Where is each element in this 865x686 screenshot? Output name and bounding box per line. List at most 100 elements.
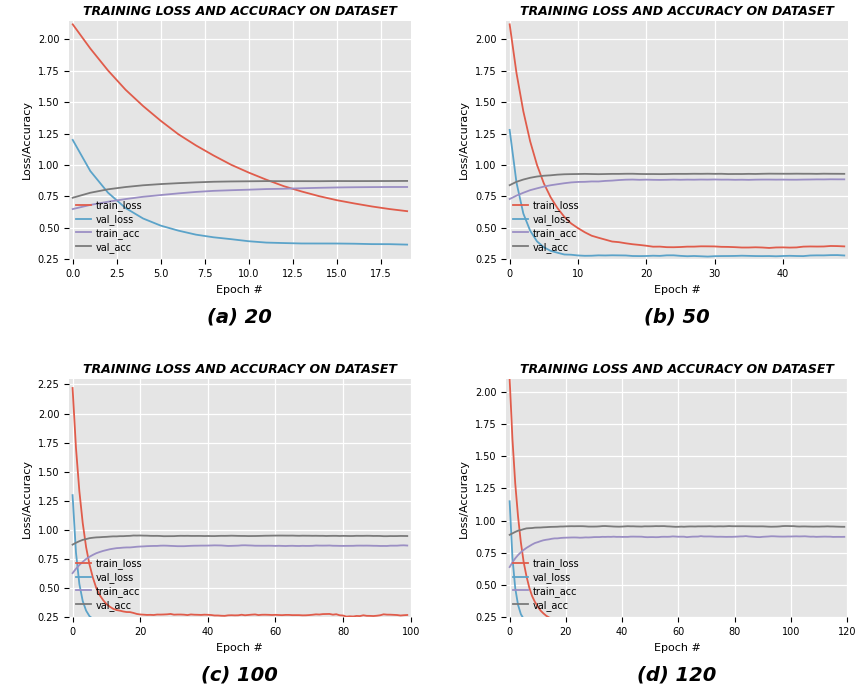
val_loss	[811, 251, 822, 259]
train_acc	[757, 176, 767, 184]
train_loss	[67, 20, 78, 28]
train_acc	[261, 185, 272, 193]
val_loss	[145, 617, 156, 625]
train_loss	[682, 243, 692, 251]
train_acc	[772, 532, 782, 541]
val_loss	[805, 251, 816, 259]
val_loss	[791, 252, 802, 260]
train_loss	[580, 228, 590, 237]
val_loss	[559, 250, 569, 259]
Y-axis label: Loss/Accuracy: Loss/Accuracy	[22, 458, 32, 538]
train_loss	[388, 611, 399, 619]
val_acc	[594, 522, 605, 530]
val_acc	[297, 177, 307, 185]
val_loss	[525, 226, 535, 235]
train_loss	[614, 238, 625, 246]
val_loss	[612, 622, 622, 630]
val_acc	[811, 169, 822, 178]
train_acc	[532, 185, 542, 193]
val_loss	[798, 252, 809, 260]
val_acc	[261, 177, 272, 185]
train_acc	[662, 176, 672, 184]
val_loss	[682, 252, 692, 261]
train_acc	[805, 176, 816, 184]
train_acc	[270, 542, 280, 550]
Y-axis label: Loss/Accuracy: Loss/Accuracy	[459, 458, 470, 538]
val_acc	[191, 178, 202, 187]
train_acc	[702, 176, 713, 184]
val_loss	[785, 252, 795, 260]
train_loss	[839, 617, 849, 626]
val_acc	[818, 169, 829, 178]
train_acc	[173, 189, 183, 198]
train_loss	[511, 69, 522, 78]
train_acc	[778, 176, 788, 184]
val_acc	[648, 170, 658, 178]
train_loss	[805, 242, 816, 250]
val_acc	[825, 169, 836, 178]
val_acc	[757, 169, 767, 178]
train_loss	[131, 610, 142, 618]
train_loss	[839, 242, 849, 250]
train_loss	[297, 187, 307, 196]
train_acc	[349, 183, 360, 191]
train_acc	[518, 189, 529, 197]
val_loss	[504, 126, 515, 134]
val_acc	[402, 532, 413, 540]
train_acc	[825, 175, 836, 183]
val_acc	[314, 177, 324, 185]
train_loss	[641, 241, 651, 250]
Text: (a) 20: (a) 20	[208, 307, 272, 326]
val_loss	[594, 621, 605, 629]
train_loss	[261, 176, 272, 184]
train_acc	[384, 183, 394, 191]
train_loss	[785, 244, 795, 252]
val_loss	[709, 252, 720, 260]
train_loss	[402, 207, 413, 215]
train_loss	[566, 220, 576, 228]
val_acc	[573, 170, 583, 178]
val_acc	[716, 169, 727, 178]
train_acc	[818, 176, 829, 184]
Line: val_acc: val_acc	[73, 536, 407, 545]
val_acc	[243, 532, 253, 540]
val_acc	[832, 169, 843, 178]
train_acc	[620, 176, 631, 184]
val_loss	[593, 251, 604, 259]
val_acc	[532, 172, 542, 180]
train_acc	[156, 191, 166, 199]
train_acc	[730, 176, 740, 184]
val_acc	[552, 171, 562, 179]
val_acc	[586, 170, 597, 178]
Line: val_loss: val_loss	[73, 140, 407, 245]
val_loss	[839, 621, 849, 629]
train_loss	[607, 237, 618, 246]
val_acc	[566, 170, 576, 178]
train_loss	[378, 610, 388, 618]
val_acc	[791, 169, 802, 178]
train_loss	[750, 243, 760, 251]
val_loss	[738, 621, 748, 629]
train_acc	[367, 183, 377, 191]
train_loss	[832, 242, 843, 250]
train_acc	[771, 176, 781, 184]
train_acc	[723, 176, 734, 184]
val_acc	[149, 532, 159, 540]
train_loss	[518, 107, 529, 115]
val_acc	[771, 169, 781, 178]
train_acc	[145, 542, 156, 550]
val_acc	[67, 193, 78, 202]
val_acc	[600, 170, 611, 178]
val_acc	[690, 523, 701, 531]
val_loss	[586, 252, 597, 260]
train_acc	[832, 175, 843, 183]
val_acc	[627, 169, 638, 178]
val_loss	[757, 252, 767, 260]
X-axis label: Epoch #: Epoch #	[654, 285, 701, 294]
train_loss	[655, 242, 665, 250]
val_acc	[695, 169, 706, 178]
val_acc	[839, 169, 849, 178]
train_loss	[349, 200, 360, 208]
val_loss	[539, 243, 549, 251]
train_acc	[243, 541, 253, 549]
